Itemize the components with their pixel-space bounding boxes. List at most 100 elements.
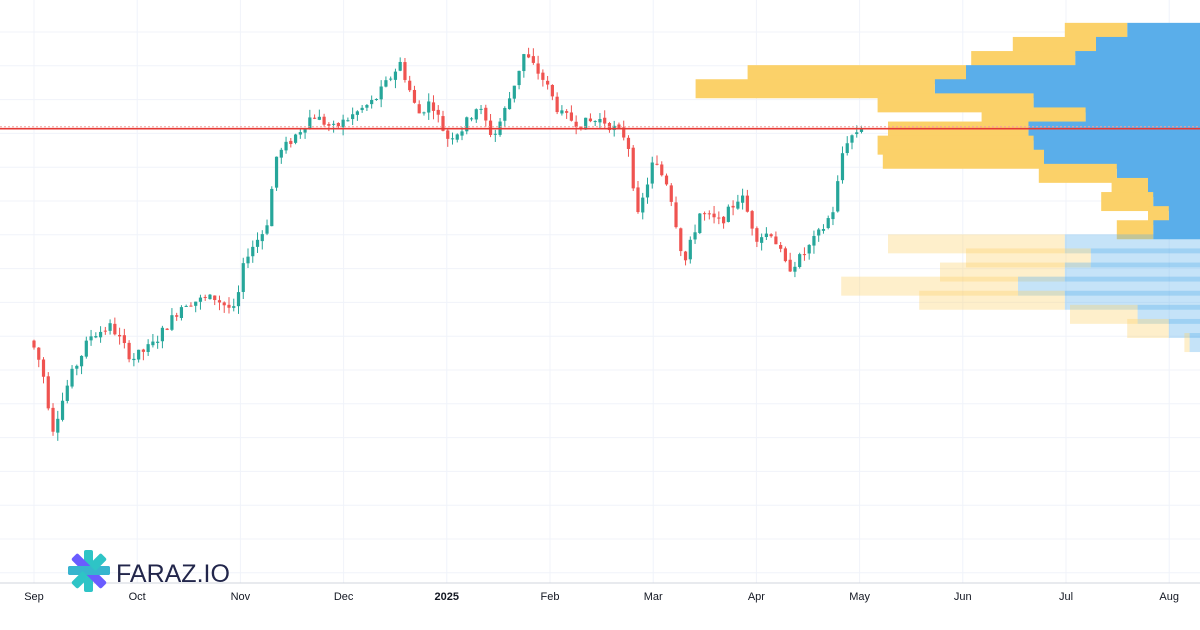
candle-body xyxy=(179,307,184,318)
candle-body xyxy=(441,116,445,131)
volume-bar-up xyxy=(1137,304,1200,324)
candle-body xyxy=(98,331,103,338)
candle-body xyxy=(141,349,145,352)
candle-body xyxy=(845,143,849,154)
candle-body xyxy=(403,62,407,80)
candle-body xyxy=(522,54,526,72)
candle-body xyxy=(560,110,564,114)
candle-body xyxy=(603,117,607,124)
candle-body xyxy=(726,206,730,222)
candle-body xyxy=(79,355,84,367)
candle-body xyxy=(446,130,450,139)
candle-body xyxy=(455,134,459,140)
volume-bar-up xyxy=(1064,262,1200,282)
volume-bar-down xyxy=(882,149,1044,169)
x-tick-label: Feb xyxy=(541,591,560,603)
candle-body xyxy=(408,80,412,91)
candle-body xyxy=(194,301,198,306)
candle-body xyxy=(588,118,593,122)
candle-body xyxy=(241,263,245,292)
candle-body xyxy=(56,418,60,433)
candle-body xyxy=(51,407,55,432)
candle-body xyxy=(712,213,716,218)
candle-body xyxy=(507,98,512,110)
candle-body xyxy=(450,138,455,140)
candle-body xyxy=(779,244,783,249)
volume-bar-up xyxy=(1064,290,1200,310)
volume-bar-down xyxy=(888,234,1065,254)
candle-body xyxy=(132,358,136,361)
candle-body xyxy=(574,121,578,127)
candle-body xyxy=(332,123,336,125)
candle-body xyxy=(198,297,203,302)
candle-body xyxy=(46,376,50,409)
candle-body xyxy=(579,126,583,130)
candle-body xyxy=(693,232,697,240)
candle-body xyxy=(569,112,574,121)
candle-body xyxy=(850,135,854,143)
candle-body xyxy=(37,347,41,360)
candle-body xyxy=(393,71,398,80)
candle-body xyxy=(251,246,255,257)
candle-body xyxy=(317,116,321,120)
candle-body xyxy=(669,185,673,202)
candle-body xyxy=(636,187,640,213)
candle-body xyxy=(370,99,374,105)
candle-body xyxy=(94,336,98,338)
candle-body xyxy=(460,131,464,136)
candle-body xyxy=(479,108,483,110)
candle-body xyxy=(89,336,93,341)
candle-body xyxy=(60,400,65,420)
candle-body xyxy=(255,239,260,247)
volume-bar-down xyxy=(919,290,1065,310)
candle-body xyxy=(270,188,274,227)
candle-body xyxy=(812,235,816,246)
x-tick-label: Mar xyxy=(644,591,663,603)
candle-body xyxy=(170,315,174,330)
candle-body xyxy=(175,315,179,317)
candle-body xyxy=(122,335,126,344)
candle-body xyxy=(731,205,735,208)
candle-body xyxy=(365,105,369,108)
candle-body xyxy=(512,85,516,99)
candle-body xyxy=(707,213,711,215)
candle-body xyxy=(379,86,383,100)
candle-body xyxy=(750,211,754,229)
candle-body xyxy=(203,296,207,298)
candle-body xyxy=(389,78,393,80)
candle-body xyxy=(118,334,122,337)
candle-body xyxy=(622,127,626,138)
candle-body xyxy=(312,117,317,119)
x-tick-label: Oct xyxy=(129,591,146,603)
candle-body xyxy=(645,184,650,198)
candle-body xyxy=(641,197,645,213)
candle-body xyxy=(227,304,231,308)
candle-body xyxy=(151,341,155,346)
volume-bar-down xyxy=(940,262,1065,282)
candle-body xyxy=(374,98,379,100)
candle-body xyxy=(213,295,217,301)
candle-body xyxy=(284,141,288,151)
candle-body xyxy=(260,234,264,242)
candle-body xyxy=(660,164,664,176)
candle-body xyxy=(783,248,788,262)
candle-body xyxy=(156,341,160,343)
candle-body xyxy=(298,132,302,135)
candle-body xyxy=(774,236,778,245)
candle-body xyxy=(593,121,597,123)
candle-body xyxy=(308,117,312,129)
candle-body xyxy=(127,342,131,360)
candle-body xyxy=(736,201,740,209)
candle-body xyxy=(488,120,493,135)
candle-body xyxy=(546,80,550,85)
candle-body xyxy=(674,202,678,228)
candle-body xyxy=(788,259,792,272)
volume-bar-down xyxy=(1184,333,1190,353)
candle-body xyxy=(341,119,345,128)
candle-body xyxy=(246,256,250,264)
candle-body xyxy=(598,119,602,123)
candle-body xyxy=(550,84,554,97)
candle-body xyxy=(113,323,117,335)
candle-body xyxy=(536,63,540,74)
